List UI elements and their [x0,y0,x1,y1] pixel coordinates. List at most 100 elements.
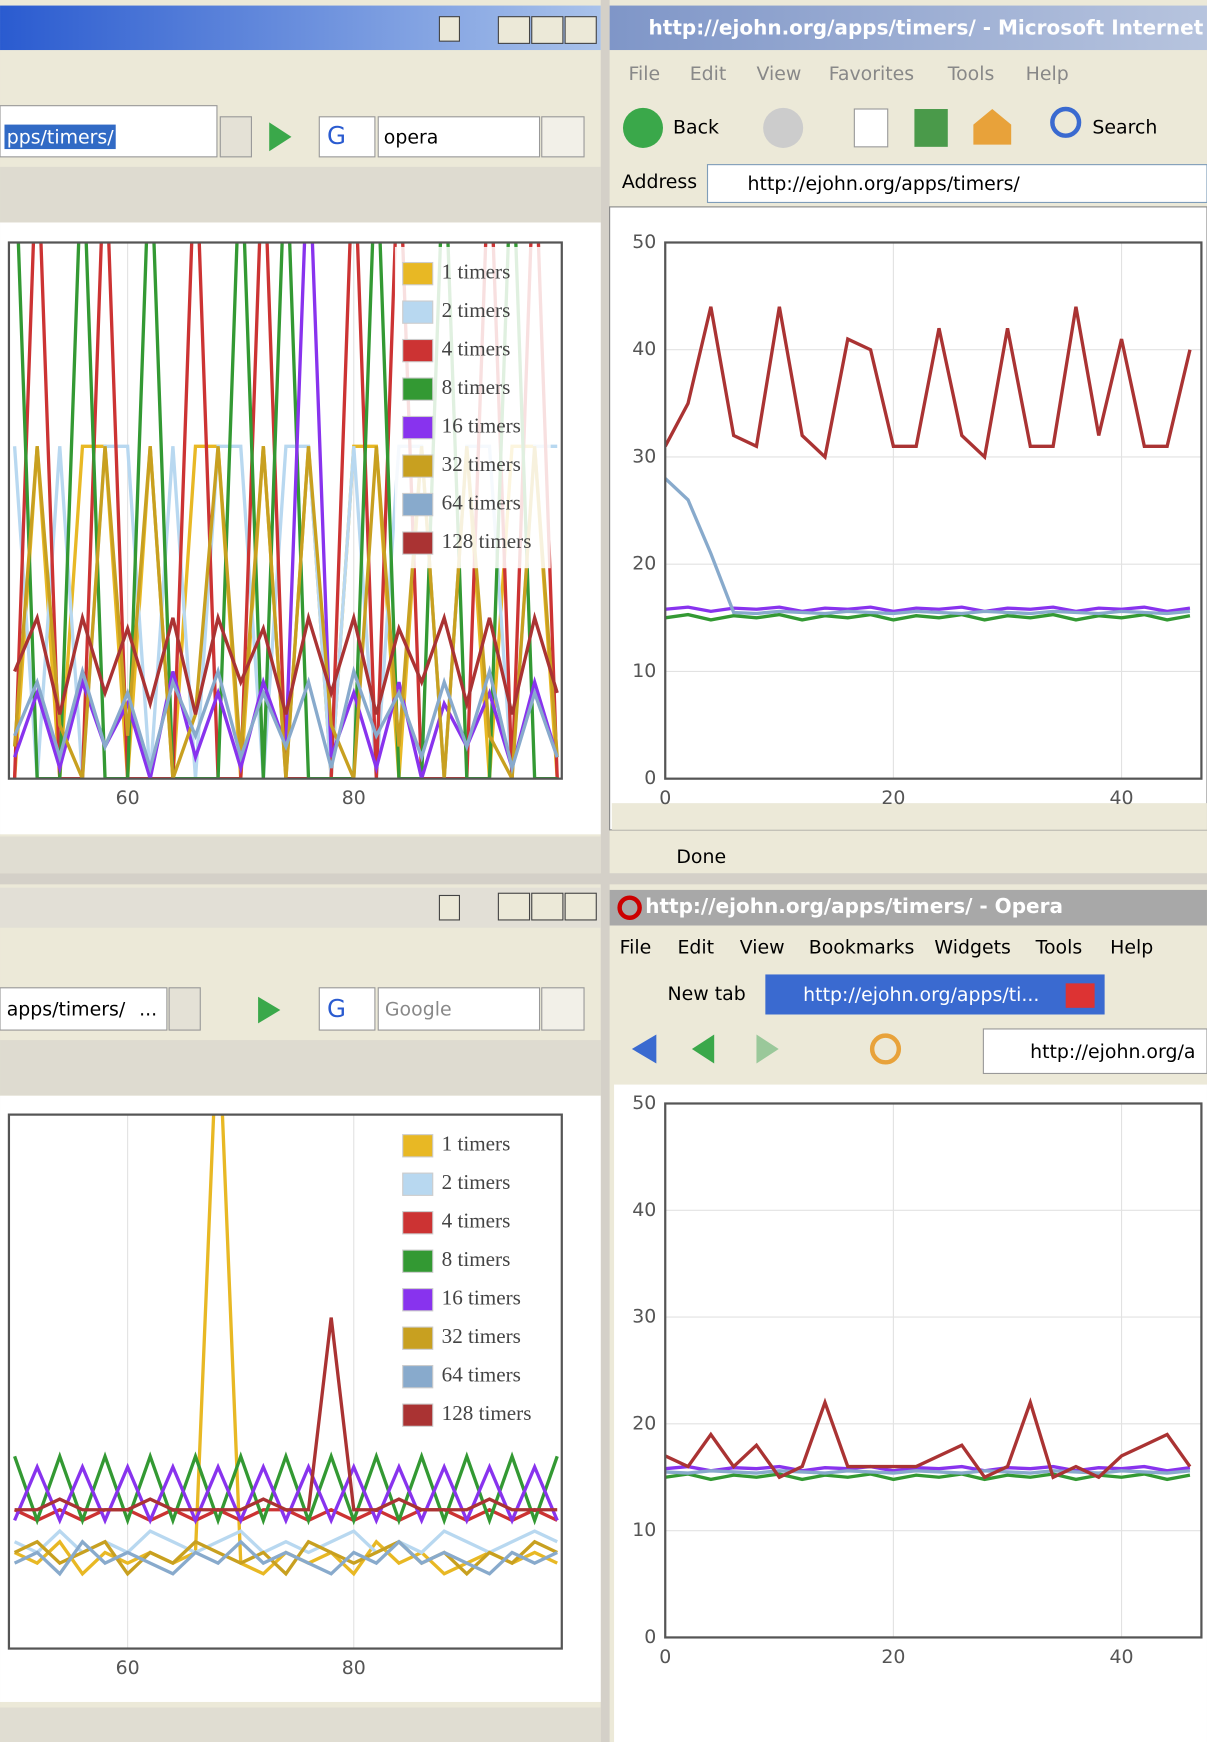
legend-label: 4 timers [442,1209,511,1233]
address-text: http://ejohn.org/a [1030,1041,1195,1063]
menu-item[interactable]: Tools [1035,936,1083,958]
stop-button[interactable] [853,108,889,148]
legend-box [394,246,551,569]
search-engine[interactable] [318,987,376,1031]
active-tab[interactable] [765,974,1105,1015]
title-bar [609,889,1207,926]
legend-swatch [402,300,434,324]
rewind-button[interactable] [631,1034,657,1064]
x-tick-label: 0 [659,787,671,809]
y-tick-label: 40 [632,1199,656,1221]
home-button[interactable] [973,109,1012,145]
url-dropdown[interactable] [219,116,252,158]
legend-swatch [402,1403,434,1427]
legend-label: 8 timers [442,375,511,399]
search-button[interactable]: Search [1092,116,1157,138]
url-dropdown[interactable] [168,987,201,1031]
new-tab[interactable]: New tab [667,983,745,1005]
series-line [665,1469,1191,1475]
refresh-button[interactable] [914,109,948,147]
series-line [665,612,1191,622]
legend-swatch [402,1365,434,1389]
y-tick-label: 0 [644,767,656,789]
menu-item[interactable]: Bookmarks [809,936,915,958]
maximize-button[interactable] [531,16,564,44]
bookmarks-bar [0,166,601,223]
menu-item[interactable]: Help [1026,63,1069,85]
go-button[interactable] [269,122,292,152]
url-box[interactable] [0,987,168,1031]
dropdown-button[interactable] [438,894,461,921]
bookmarks-bar [0,1040,601,1096]
google-icon: G [327,994,346,1023]
legend-swatch [402,261,434,286]
menu-item[interactable]: View [756,63,801,85]
series-group [665,1397,1192,1482]
search-icon[interactable] [1050,106,1082,138]
series-line [665,1464,1191,1473]
menu-item[interactable]: View [740,936,785,958]
chart: 0 20 40 0 10 20 30 40 50 [632,1092,1203,1668]
legend-swatch [402,377,434,401]
legend-swatch [402,338,434,363]
close-button[interactable] [564,16,597,44]
h-scrollbar[interactable] [611,803,1207,830]
menu-item[interactable]: Help [1110,936,1153,958]
reload-button[interactable] [869,1033,902,1065]
legend-swatch [402,531,434,555]
legend-swatch [402,1211,434,1235]
dropdown-button[interactable] [438,16,461,42]
x-tick-label: 20 [881,787,905,809]
forward-button[interactable] [756,1034,779,1064]
menu-item[interactable]: Edit [690,63,727,85]
legend-swatch [402,1172,434,1196]
x-tick-label: 80 [342,787,366,809]
menu-item[interactable]: File [629,63,661,85]
minimize-button[interactable] [497,892,531,921]
menu-item[interactable]: Edit [677,936,714,958]
search-button[interactable] [541,987,585,1031]
legend-label: 1 timers [442,1132,511,1156]
menu-item[interactable]: File [620,936,652,958]
legend-swatch [402,1249,434,1273]
close-button[interactable] [564,892,597,921]
search-box[interactable] [377,987,541,1031]
x-tick-label: 0 [659,1646,671,1668]
menu-item[interactable]: Widgets [934,936,1010,958]
maximize-button[interactable] [531,892,564,921]
chart: 60 80 1 timers 2 timers 4 timers 8 timers 16 t… [7,241,563,809]
search-box[interactable] [377,116,541,158]
x-tick-label: 80 [342,1657,366,1679]
x-tick-label: 60 [116,1657,140,1679]
y-tick-label: 30 [632,1306,656,1328]
menu-item[interactable]: Favorites [829,63,914,85]
menu-item[interactable]: Tools [947,63,995,85]
go-button[interactable] [258,996,281,1024]
legend-swatch [402,454,434,478]
tab-close[interactable] [1065,983,1095,1008]
back-icon[interactable] [622,107,664,148]
status-text: Done [676,846,726,868]
plot-frame [664,1102,1203,1639]
plot-frame [664,241,1203,780]
search-engine[interactable] [318,116,376,158]
legend-label: 8 timers [442,1247,511,1271]
chart: 60 80 1 timers 2 timers 4 timers 8 timers 16 t… [7,1113,563,1679]
series-line [665,477,1191,616]
selection [4,124,116,150]
legend-swatch [402,1288,434,1312]
y-tick-label: 30 [632,445,656,467]
search-button[interactable] [541,116,585,158]
back-button[interactable]: Back [673,116,719,138]
forward-icon[interactable] [763,107,804,148]
series-line [13,664,559,775]
address-box[interactable] [706,164,1207,204]
back-button[interactable] [691,1034,715,1064]
series-line [13,1539,558,1577]
plot-area [665,1103,1202,1638]
google-icon: G [327,121,346,150]
minimize-button[interactable] [497,16,531,44]
legend-label: 1 timers [442,259,511,283]
